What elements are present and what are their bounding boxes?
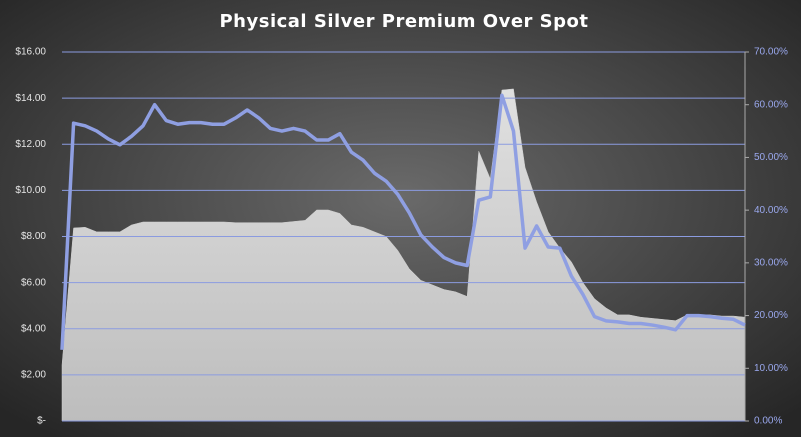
area — [61, 88, 746, 422]
y-tick-label: $16.00 — [15, 47, 46, 58]
line — [60, 93, 746, 350]
y-tick-label: $12.00 — [15, 139, 46, 150]
y2-tick-label: 50.00% — [754, 152, 788, 163]
y2-tick-label: 70.00% — [754, 47, 788, 58]
chart-title: Physical Silver Premium Over Spot — [219, 11, 588, 32]
y2-tick-label: 0.00% — [754, 416, 782, 427]
y2-tick-label: 20.00% — [754, 310, 788, 321]
y-tick-label: $4.00 — [21, 323, 46, 334]
y2-tick-label: 10.00% — [754, 363, 788, 374]
y-tick-label: $2.00 — [21, 370, 46, 381]
y2-tick-label: 30.00% — [754, 257, 788, 268]
y-tick-label: $6.00 — [21, 277, 46, 288]
y2-tick-label: 40.00% — [754, 205, 788, 216]
y-tick-label: $14.00 — [15, 93, 46, 104]
y2-tick-label: 60.00% — [754, 99, 788, 110]
y-tick-label: $- — [37, 416, 46, 427]
y-tick-label: $8.00 — [21, 231, 46, 242]
y-tick-label: $10.00 — [15, 185, 46, 196]
